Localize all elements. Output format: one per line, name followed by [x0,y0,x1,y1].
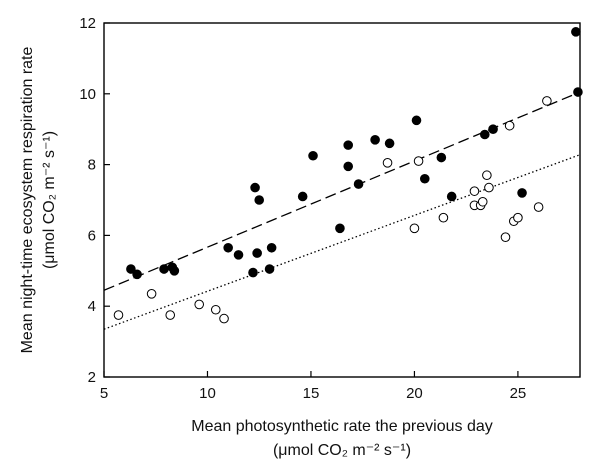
x-tick-label: 15 [303,385,320,402]
filled-data-point [252,248,262,258]
filled-data-point [573,87,583,97]
filled-data-point [335,223,345,234]
y-axis-title-line2: (μmol CO₂ m⁻² s⁻¹) [41,131,58,269]
x-tick-label: 10 [199,385,216,402]
open-data-point [413,156,424,166]
data-points [113,27,583,324]
filled-data-point [343,140,354,150]
filled-data-point [126,264,136,274]
filled-data-point [254,195,265,205]
fit-lines [103,91,581,330]
y-tick-label: 10 [79,86,96,103]
filled-data-point [446,191,457,202]
filled-data-point [384,138,395,149]
filled-data-point [571,27,581,37]
y-tick-label: 4 [88,298,96,315]
filled-data-point [264,264,275,274]
dotted-fit-line [103,154,581,330]
x-axis-title-line1: Mean photosynthetic rate the previous da… [191,418,493,435]
open-data-point [113,310,124,320]
y-tick-label: 8 [88,157,96,174]
axis-ticks: 5 10 15 20 25 2 4 6 8 10 12 [79,15,526,402]
open-data-point [504,120,515,131]
plot-area-frame [103,22,581,378]
x-axis-title-line2: (μmol CO₂ m⁻² s⁻¹) [273,442,411,459]
x-tick-label: 5 [100,385,108,402]
filled-data-point [223,242,233,253]
open-data-point [482,170,492,181]
open-data-point [533,202,544,212]
open-data-point [542,96,552,106]
open-data-point [382,158,393,168]
open-data-point [513,212,523,223]
open-data-point [219,313,229,324]
open-data-point [210,304,221,315]
y-tick-label: 2 [88,369,96,386]
x-tick-label: 25 [510,385,527,402]
open-data-point [165,310,176,320]
y-axis-title-line1: Mean night-time ecosystem respiration ra… [19,47,36,354]
filled-data-point [370,135,380,145]
filled-data-point [480,129,490,140]
open-data-point [194,299,204,310]
x-tick-label: 20 [406,385,423,402]
open-data-point [469,186,480,196]
open-data-point [484,182,494,193]
y-tick-label: 6 [88,227,96,244]
filled-data-point [266,242,277,253]
filled-data-point [411,115,422,126]
filled-data-point [132,269,142,280]
filled-data-point [169,266,180,276]
y-axis-title: Mean night-time ecosystem respiration ra… [19,47,58,354]
filled-data-point [353,179,364,189]
open-data-point [409,223,420,234]
filled-data-point [488,124,498,134]
open-data-point [438,212,449,223]
filled-data-point [308,150,318,161]
open-data-point [146,289,157,299]
filled-data-point [233,250,244,260]
dashed-fit-line [103,91,581,291]
open-data-point [477,196,488,207]
y-tick-label: 12 [79,15,96,32]
filled-data-point [248,267,258,278]
filled-data-point [343,161,354,172]
filled-data-point [250,182,260,193]
open-data-point [500,232,511,242]
filled-data-point [517,188,527,198]
filled-data-point [159,264,169,274]
filled-data-point [419,173,430,184]
filled-data-point [436,152,447,163]
filled-data-point [297,191,308,202]
